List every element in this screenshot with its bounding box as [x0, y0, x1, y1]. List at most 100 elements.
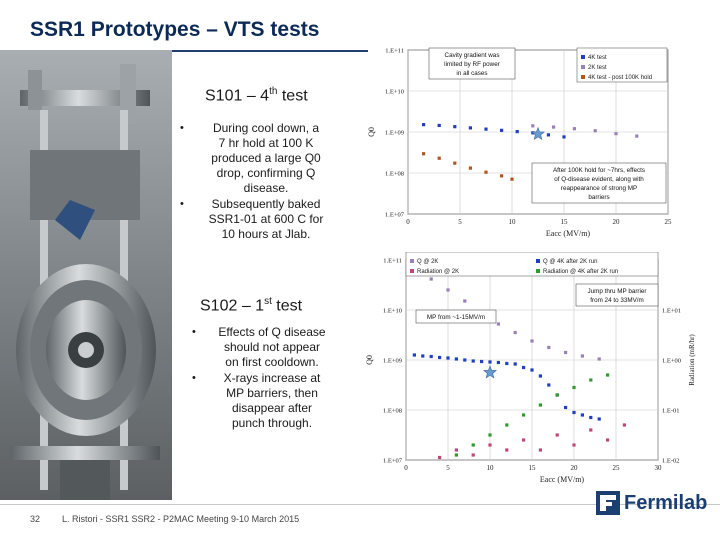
data-point [562, 135, 566, 139]
y2-tick-label: 1.E-01 [662, 408, 680, 415]
data-point [437, 123, 441, 128]
legend-label: Radiation @ 4K after 2K run [543, 269, 618, 275]
x-tick-label: 10 [487, 464, 495, 472]
data-point [471, 359, 475, 363]
data-point [555, 393, 559, 397]
annotation-text: from 24 to 33MV/m [590, 297, 644, 304]
x-tick-label: 25 [613, 464, 621, 472]
y-tick-label: 1.E+11 [385, 48, 404, 55]
data-point [530, 339, 534, 343]
x-tick-label: 30 [655, 464, 663, 472]
legend-swatch [581, 65, 585, 69]
footer-divider [0, 504, 720, 505]
annotation-text: MP from ~1-15MV/m [427, 314, 485, 321]
data-point [429, 354, 433, 359]
fermilab-logo-text: Fermilab [624, 491, 708, 514]
x-tick-label: 0 [406, 218, 410, 226]
data-point [589, 378, 593, 382]
data-point [463, 299, 467, 303]
highlight-star-marker [483, 365, 497, 379]
y2-tick-label: 1.E+00 [662, 358, 681, 365]
s102-bullet-1: • Effects of Q disease should not appear… [192, 325, 326, 369]
annotation-box [415, 309, 497, 324]
legend-swatch [581, 75, 585, 79]
data-point [505, 423, 509, 427]
data-point [454, 357, 458, 361]
data-point [488, 433, 492, 437]
x-tick-label: 20 [613, 218, 621, 226]
data-point [546, 133, 550, 137]
annotation-text: Jump thru MP barrier [587, 288, 646, 295]
y-axis-label: Q0 [365, 355, 374, 365]
y-tick-label: 1.E+08 [385, 171, 404, 178]
data-point [589, 428, 593, 432]
data-point [463, 358, 467, 362]
annotation-text: of Q-disease evident, along with [554, 176, 644, 183]
data-point [513, 330, 517, 335]
x-tick-label: 15 [561, 218, 569, 226]
data-point [580, 354, 584, 358]
y-tick-label: 1.E+09 [383, 358, 402, 365]
data-point [635, 134, 639, 138]
highlight-star-marker [531, 126, 545, 140]
data-point [547, 383, 551, 387]
data-point [454, 453, 458, 457]
data-point [606, 438, 610, 442]
x-tick-label: 25 [665, 218, 673, 226]
data-point [438, 355, 442, 360]
data-point [522, 438, 526, 442]
data-point [437, 156, 441, 160]
s101-bullet-1: • During cool down, a 7 hr hold at 100 K… [180, 121, 321, 195]
annotation-text: After 100K hold for ~7hrs, effects [553, 167, 645, 174]
fermilab-logo: Fermilab [596, 490, 707, 516]
data-point [471, 453, 475, 457]
s101-heading: S101 – 4th test [205, 86, 308, 105]
data-point [589, 415, 593, 420]
s102-bullets: • Effects of Q disease should not appear… [192, 325, 330, 432]
x-tick-label: 5 [458, 218, 462, 226]
data-point [614, 132, 618, 136]
data-point [468, 126, 472, 130]
x-axis-label: Eacc (MV/m) [540, 475, 585, 484]
data-point [510, 177, 514, 181]
fermilab-logo-icon [596, 491, 620, 515]
data-point [572, 385, 576, 390]
data-point [552, 125, 556, 129]
data-point [454, 448, 458, 452]
annotation-box [428, 47, 516, 80]
bullet-marker: • [192, 326, 196, 338]
legend-box [576, 47, 668, 83]
annotation-text: in all cases [456, 70, 487, 77]
data-point [422, 152, 426, 156]
data-point [572, 127, 576, 131]
x-tick-label: 5 [446, 464, 450, 472]
legend-label: Radiation @ 2K [417, 269, 459, 275]
bullet-marker: • [180, 122, 184, 134]
legend-label: 2K test [588, 65, 607, 71]
data-point [564, 350, 568, 355]
y2-tick-label: 1.E+01 [662, 308, 681, 315]
x-tick-label: 20 [571, 464, 579, 472]
slide-title: SSR1 Prototypes – VTS tests [30, 18, 320, 41]
data-point [622, 423, 626, 427]
legend-swatch [410, 269, 414, 273]
page-number: 32 [30, 514, 41, 524]
data-point [606, 373, 610, 377]
data-point [453, 161, 457, 165]
data-point [484, 127, 488, 131]
data-point [480, 359, 484, 364]
data-point [496, 322, 500, 326]
data-point [453, 125, 457, 129]
x-axis-label: Eacc (MV/m) [546, 229, 591, 238]
data-point [597, 417, 601, 421]
data-point [530, 368, 534, 372]
data-point [505, 448, 509, 452]
y2-axis-label: Radiation (mR/hr) [688, 334, 696, 386]
bullet-marker: • [180, 198, 184, 210]
data-point [515, 129, 519, 134]
data-point [412, 353, 416, 357]
data-point [421, 354, 425, 358]
data-point [572, 410, 576, 415]
legend-box [405, 252, 659, 277]
